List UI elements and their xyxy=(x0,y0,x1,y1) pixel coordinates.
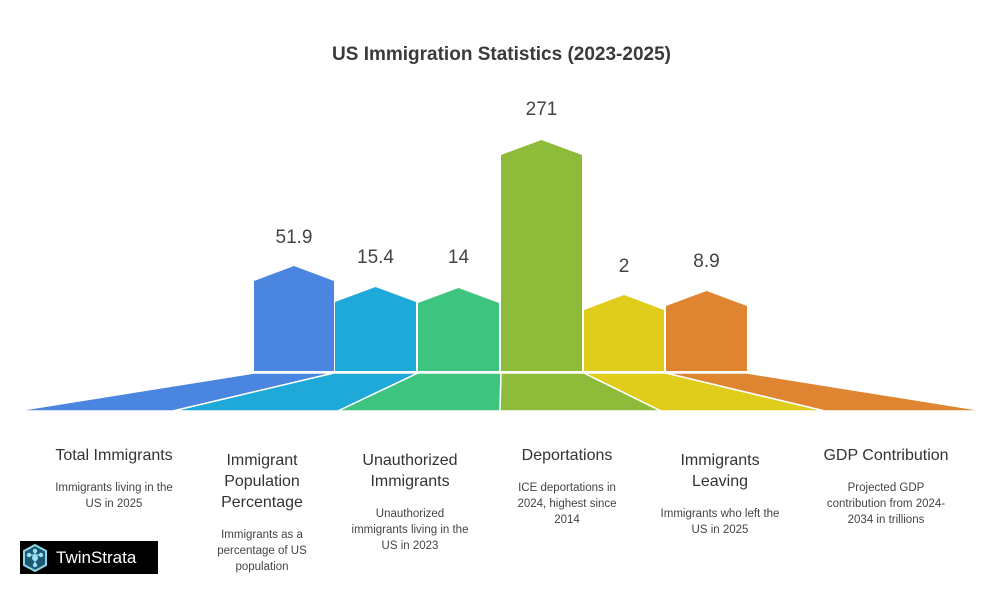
category-block: Immigrant Population Percentage Immigrant… xyxy=(182,450,342,575)
logo-icon xyxy=(23,543,47,572)
category-block: Total Immigrants Immigrants living in the… xyxy=(34,445,194,512)
category-label: Immigrants Leaving xyxy=(680,452,760,490)
value-label: 15.4 xyxy=(357,247,394,268)
category-block: GDP Contribution Projected GDP contributi… xyxy=(806,445,966,528)
chart-title: US Immigration Statistics (2023-2025) xyxy=(332,44,671,65)
bar-0 xyxy=(254,266,334,371)
brand-name: TwinStrata xyxy=(56,547,137,567)
bar-3 xyxy=(501,140,582,371)
category-block: Unauthorized Immigrants Unauthorized immi… xyxy=(330,450,490,554)
category-description: ICE deportations in 2024, highest since … xyxy=(517,482,617,526)
value-label: 8.9 xyxy=(693,251,719,272)
bar-2 xyxy=(418,288,499,371)
category-description: Immigrants as a percentage of US populat… xyxy=(217,529,307,573)
category-label: Unauthorized Immigrants xyxy=(362,452,458,490)
category-description: Immigrants living in the US in 2025 xyxy=(55,482,173,510)
category-block: Deportations ICE deportations in 2024, hi… xyxy=(487,445,647,528)
category-label: Total Immigrants xyxy=(55,447,173,464)
value-label: 14 xyxy=(448,247,470,268)
category-label: Deportations xyxy=(521,447,613,464)
bar-5 xyxy=(666,291,747,371)
category-label: Immigrant Population Percentage xyxy=(221,452,303,511)
bar-1 xyxy=(335,287,416,371)
base-segment-5 xyxy=(665,372,986,412)
value-label: 271 xyxy=(526,99,558,120)
twinstrata-logo: TwinStrata xyxy=(20,541,158,574)
category-label: GDP Contribution xyxy=(823,447,949,464)
value-label: 51.9 xyxy=(276,227,313,248)
category-description: Unauthorized immigrants living in the US… xyxy=(351,508,469,552)
category-description: Projected GDP contribution from 2024-203… xyxy=(826,482,946,526)
category-block: Immigrants Leaving Immigrants who left th… xyxy=(640,450,800,538)
value-label: 2 xyxy=(619,256,630,277)
category-description: Immigrants who left the US in 2025 xyxy=(660,508,780,536)
bar-4 xyxy=(584,295,664,371)
